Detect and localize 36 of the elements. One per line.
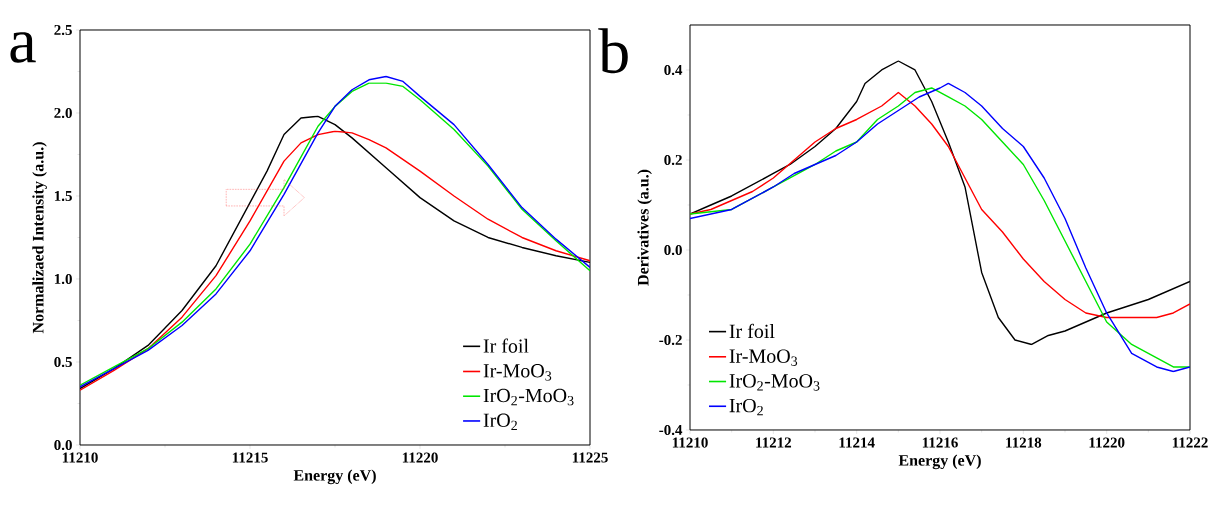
- legend-label: Ir-MoO$_{3}$: [483, 364, 552, 381]
- x-tick-label: 11220: [402, 452, 438, 463]
- legend-label: Ir foil: [729, 323, 775, 339]
- y-axis-title: Derivatives (a.u.): [637, 169, 652, 286]
- y-tick-label: 1.0: [54, 273, 72, 285]
- y-axis-title: Normalizaed Intensity (a.u.): [32, 142, 47, 334]
- legend-label: IrO$_{2}$: [483, 413, 517, 430]
- x-tick-label: 11225: [572, 452, 608, 463]
- text: a: [10, 32, 36, 63]
- y-tick-label: 0.0: [54, 439, 72, 451]
- legend-label: Ir foil: [483, 338, 529, 353]
- x-tick-label: 11214: [839, 437, 875, 448]
- x-tick-label: 11210: [672, 437, 708, 448]
- y-tick-label: 2.5: [54, 24, 72, 36]
- y-tick-label: -0.4: [659, 424, 683, 436]
- x-axis-title: Energy (eV): [898, 454, 981, 470]
- y-tick-label: 0.4: [664, 64, 683, 76]
- y-tick-label: 1.5: [54, 190, 72, 202]
- x-tick-label: 11222: [1172, 437, 1208, 448]
- y-tick-label: -0.2: [659, 334, 682, 346]
- legend-label: IrO$_{2}$-MoO$_{3}$: [729, 374, 820, 391]
- x-tick-label: 11220: [1089, 437, 1125, 448]
- x-axis-title: Energy (eV): [293, 469, 376, 485]
- y-tick-label: 2.0: [54, 107, 72, 119]
- legend-label: IrO$_{2}$: [729, 398, 763, 416]
- legend-label: IrO$_{2}$-MoO$_{3}$: [483, 388, 574, 406]
- x-tick-label: 11218: [1006, 437, 1042, 448]
- y-tick-label: 0.0: [664, 244, 682, 256]
- x-tick-label: 11215: [232, 452, 268, 463]
- x-tick-label: 11216: [922, 437, 958, 448]
- y-tick-label: 0.5: [54, 356, 72, 368]
- x-tick-label: 11212: [756, 437, 792, 448]
- x-tick-label: 11210: [62, 452, 98, 463]
- y-tick-label: 0.2: [664, 154, 682, 166]
- text: b: [598, 28, 628, 74]
- legend-label: Ir-MoO$_{3}$: [729, 349, 798, 366]
